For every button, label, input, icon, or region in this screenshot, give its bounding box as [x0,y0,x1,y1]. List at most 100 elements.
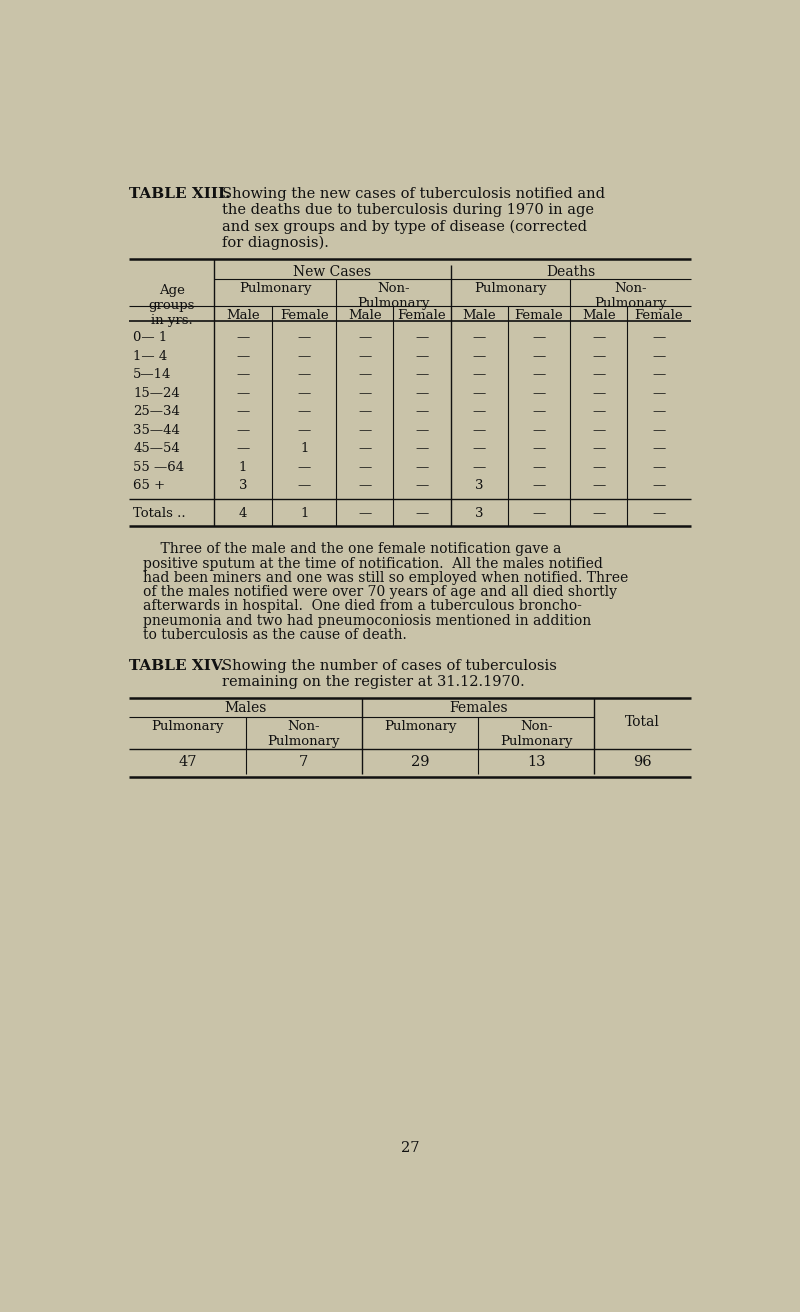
Text: positive sputum at the time of notification.  All the males notified: positive sputum at the time of notificat… [142,556,602,571]
Text: —: — [592,405,606,419]
Text: —: — [592,479,606,492]
Text: —: — [473,332,486,345]
Text: —: — [358,461,371,474]
Text: —: — [298,332,311,345]
Text: Non-
Pulmonary: Non- Pulmonary [594,282,666,310]
Text: of the males notified were over 70 years of age and all died shortly: of the males notified were over 70 years… [142,585,617,600]
Text: —: — [652,387,666,400]
Text: Female: Female [634,310,683,323]
Text: —: — [415,369,429,382]
Text: —: — [236,387,250,400]
Text: 25—34: 25—34 [134,405,180,419]
Text: —: — [415,479,429,492]
Text: 35—44: 35—44 [134,424,180,437]
Text: 47: 47 [178,756,197,769]
Text: —: — [415,424,429,437]
Text: —: — [473,424,486,437]
Text: —: — [652,479,666,492]
Text: —: — [473,387,486,400]
Text: Non-
Pulmonary: Non- Pulmonary [358,282,430,310]
Text: —: — [415,387,429,400]
Text: —: — [236,332,250,345]
Text: —: — [415,461,429,474]
Text: —: — [358,350,371,363]
Text: —: — [236,424,250,437]
Text: —: — [533,350,546,363]
Text: —: — [358,405,371,419]
Text: —: — [298,350,311,363]
Text: —: — [533,424,546,437]
Text: 15—24: 15—24 [134,387,180,400]
Text: TABLE XIII.: TABLE XIII. [130,186,231,201]
Text: pneumonia and two had pneumoconiosis mentioned in addition: pneumonia and two had pneumoconiosis men… [142,614,591,627]
Text: —: — [415,506,429,520]
Text: —: — [358,442,371,455]
Text: —: — [533,442,546,455]
Text: 4: 4 [239,506,247,520]
Text: —: — [592,442,606,455]
Text: Pulmonary: Pulmonary [474,282,547,295]
Text: —: — [592,387,606,400]
Text: —: — [533,461,546,474]
Text: 7: 7 [299,756,309,769]
Text: —: — [298,424,311,437]
Text: —: — [298,405,311,419]
Text: Pulmonary: Pulmonary [384,720,456,733]
Text: —: — [473,442,486,455]
Text: —: — [298,387,311,400]
Text: —: — [592,506,606,520]
Text: —: — [652,332,666,345]
Text: —: — [652,405,666,419]
Text: —: — [415,442,429,455]
Text: Male: Male [348,310,382,323]
Text: —: — [358,479,371,492]
Text: —: — [592,461,606,474]
Text: —: — [652,461,666,474]
Text: 27: 27 [401,1141,419,1156]
Text: —: — [358,424,371,437]
Text: Totals ..: Totals .. [134,506,186,520]
Text: had been miners and one was still so employed when notified. Three: had been miners and one was still so emp… [142,571,628,585]
Text: 29: 29 [411,756,430,769]
Text: —: — [592,332,606,345]
Text: Non-
Pulmonary: Non- Pulmonary [500,720,573,748]
Text: 1: 1 [239,461,247,474]
Text: —: — [415,350,429,363]
Text: Female: Female [514,310,563,323]
Text: Showing the new cases of tuberculosis notified and
the deaths due to tuberculosi: Showing the new cases of tuberculosis no… [222,186,606,251]
Text: Male: Male [226,310,260,323]
Text: —: — [415,405,429,419]
Text: Three of the male and the one female notification gave a: Three of the male and the one female not… [142,542,561,556]
Text: Male: Male [582,310,615,323]
Text: New Cases: New Cases [294,265,371,279]
Text: afterwards in hospital.  One died from a tuberculous broncho-: afterwards in hospital. One died from a … [142,600,582,614]
Text: —: — [473,461,486,474]
Text: —: — [473,350,486,363]
Text: —: — [533,387,546,400]
Text: —: — [533,369,546,382]
Text: —: — [358,387,371,400]
Text: Showing the number of cases of tuberculosis
remaining on the register at 31.12.1: Showing the number of cases of tuberculo… [222,659,558,689]
Text: Female: Female [280,310,329,323]
Text: —: — [652,442,666,455]
Text: 65 +: 65 + [134,479,166,492]
Text: —: — [592,369,606,382]
Text: —: — [533,405,546,419]
Text: —: — [652,350,666,363]
Text: Non-
Pulmonary: Non- Pulmonary [267,720,340,748]
Text: 5—14: 5—14 [134,369,172,382]
Text: —: — [533,332,546,345]
Text: —: — [236,405,250,419]
Text: —: — [298,461,311,474]
Text: —: — [473,369,486,382]
Text: 13: 13 [527,756,546,769]
Text: —: — [358,369,371,382]
Text: —: — [236,350,250,363]
Text: Total: Total [625,715,660,729]
Text: Males: Males [225,702,267,715]
Text: Deaths: Deaths [546,265,595,279]
Text: —: — [415,332,429,345]
Text: —: — [473,405,486,419]
Text: 3: 3 [475,506,484,520]
Text: —: — [652,424,666,437]
